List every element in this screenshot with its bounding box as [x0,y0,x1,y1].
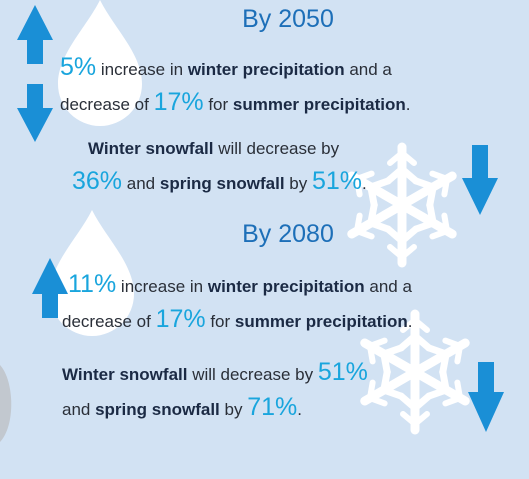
text-segment: Winter snowfall [88,139,214,158]
text-segment: Winter snowfall [62,365,188,384]
text-segment: 17% [153,88,204,116]
text-segment: decrease of [60,95,154,114]
text-segment: 17% [155,305,206,333]
text-segment: 5% [60,53,97,81]
text-segment: by [219,400,248,419]
text-segment: for [203,95,233,114]
edge-shape [0,365,12,442]
text-segment: decrease of [62,312,156,331]
text-segment: . [405,95,411,114]
text-segment: for [205,312,235,331]
text-segment: 51% [311,167,362,195]
text-segment: increase in [96,60,188,79]
text-segment: and [122,174,160,193]
precipitation-text: 11% increase in winter precipitation and… [62,268,413,338]
arrow-down [462,145,498,215]
text-segment: will decrease by [187,365,318,384]
section-title: By 2080 [242,220,334,248]
arrow-down [17,84,53,142]
precipitation-text: 5% increase in winter precipitation and … [60,51,411,121]
text-segment: increase in [116,277,208,296]
text-segment: and [62,400,96,419]
section-title: By 2050 [242,5,334,33]
snowfall-text: Winter snowfall will decrease by 36% and … [72,132,367,200]
text-segment: by [284,174,312,193]
arrow-up [32,258,68,318]
arrow-down [468,362,504,432]
text-segment: 51% [317,358,368,386]
text-segment: 36% [72,167,123,195]
text-segment: . [407,312,413,331]
text-segment: summer precipitation [232,95,406,114]
text-segment: and a [344,60,392,79]
text-segment: 71% [247,393,298,421]
text-segment: and a [364,277,412,296]
snowfall-text: Winter snowfall will decrease by 51% and … [62,356,368,426]
text-segment: . [362,174,367,193]
arrow-up [17,5,53,64]
text-segment: winter precipitation [207,277,365,296]
text-segment: will decrease by [213,139,340,158]
text-segment: spring snowfall [159,174,285,193]
text-segment: 11% [68,270,117,298]
text-segment: winter precipitation [187,60,345,79]
text-segment: . [297,400,302,419]
text-segment: summer precipitation [234,312,408,331]
text-segment: spring snowfall [95,400,220,419]
